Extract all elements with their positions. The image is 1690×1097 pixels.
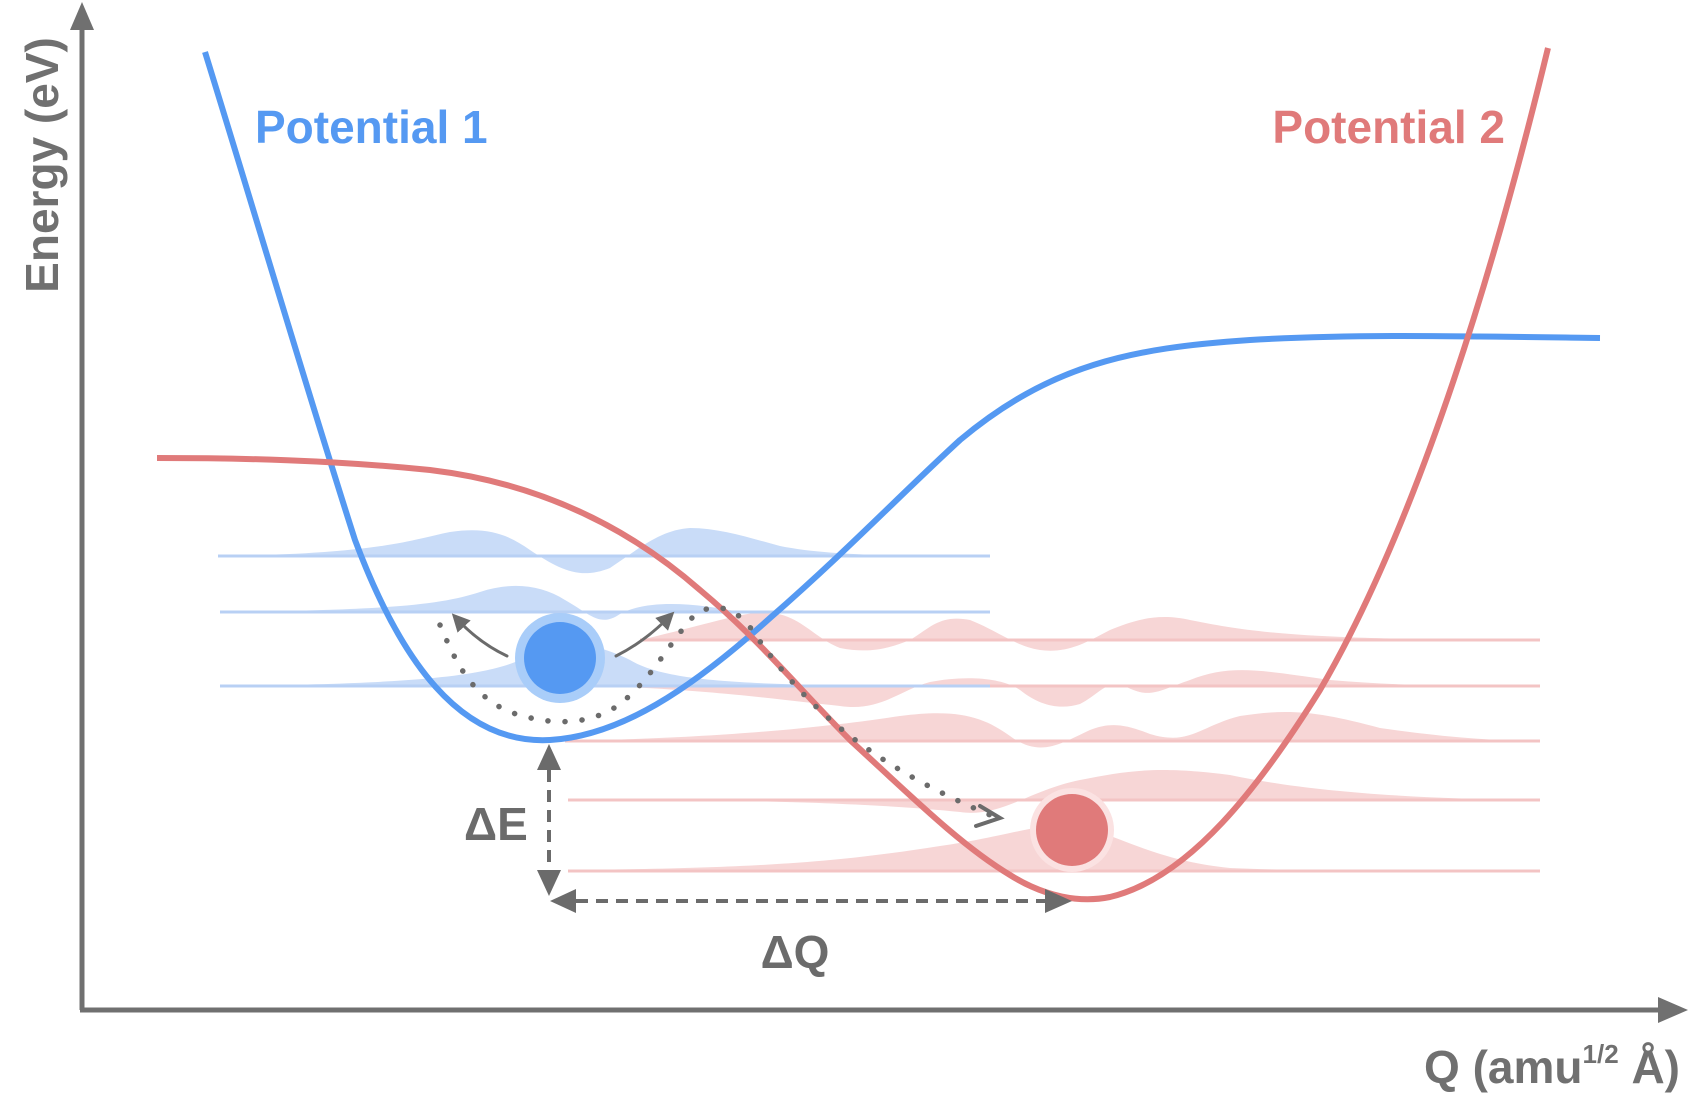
y-axis-label: Energy (eV) <box>16 37 68 293</box>
potential-1-level-lines <box>218 554 990 688</box>
potential-1-curve <box>202 51 1601 744</box>
delta-q-left-arrowhead <box>550 889 576 913</box>
potential-2-level-3-wavefunction <box>585 670 1540 708</box>
delta-q-label: ΔQ <box>761 926 830 978</box>
potential-2-level-2-wavefunction <box>565 712 1540 748</box>
final-state <box>1030 788 1114 872</box>
delta-e-arrow <box>537 744 561 896</box>
axes <box>70 2 1688 1023</box>
left-oscillation-arrow <box>451 613 509 658</box>
transition-path <box>437 604 1005 828</box>
dotted-transition-arrowhead <box>974 804 1005 828</box>
x-axis-label-superscript: 1/2 <box>1583 1039 1619 1069</box>
delta-q-arrow <box>550 889 1072 913</box>
right-oscillation-arrow <box>614 611 675 658</box>
initial-state <box>515 613 605 703</box>
delta-e-bottom-arrowhead <box>537 870 561 896</box>
potential-2-label: Potential 2 <box>1272 101 1505 153</box>
initial-state-dot <box>524 622 596 694</box>
potential-1-label: Potential 1 <box>255 101 488 153</box>
potential-1-level-1-wavefunction <box>220 585 990 620</box>
y-axis-arrowhead <box>70 2 94 30</box>
x-axis-label: Q (amu1/2 Å) <box>1424 1039 1680 1093</box>
potential-2-level-1-wavefunction <box>568 769 1540 813</box>
potential-2-level-4-wavefunction <box>640 612 1540 651</box>
x-axis-arrowhead <box>1658 997 1688 1023</box>
x-axis-label-main: Q (amu <box>1424 1041 1582 1093</box>
x-axis-label-end: Å) <box>1619 1041 1680 1093</box>
delta-q-right-arrowhead <box>1045 889 1072 913</box>
final-state-dot <box>1036 794 1108 866</box>
potential-2-curve <box>156 47 1551 903</box>
delta-e-label: ΔE <box>464 798 528 850</box>
delta-e-top-arrowhead <box>537 744 561 770</box>
potential-1-level-2-wavefunction <box>218 528 990 574</box>
potential-1-level-0-wavefunction <box>220 645 990 686</box>
